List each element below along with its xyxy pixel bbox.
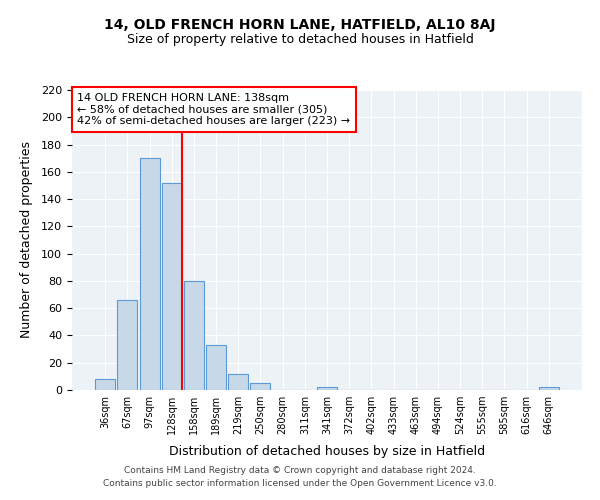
Bar bbox=[95, 379, 115, 390]
Bar bbox=[118, 300, 137, 390]
Bar bbox=[162, 182, 182, 390]
X-axis label: Distribution of detached houses by size in Hatfield: Distribution of detached houses by size … bbox=[169, 446, 485, 458]
Bar bbox=[206, 345, 226, 390]
Text: Contains HM Land Registry data © Crown copyright and database right 2024.
Contai: Contains HM Land Registry data © Crown c… bbox=[103, 466, 497, 487]
Bar bbox=[140, 158, 160, 390]
Bar bbox=[317, 388, 337, 390]
Text: Size of property relative to detached houses in Hatfield: Size of property relative to detached ho… bbox=[127, 32, 473, 46]
Bar bbox=[184, 281, 204, 390]
Bar bbox=[250, 383, 271, 390]
Bar bbox=[228, 374, 248, 390]
Text: 14, OLD FRENCH HORN LANE, HATFIELD, AL10 8AJ: 14, OLD FRENCH HORN LANE, HATFIELD, AL10… bbox=[104, 18, 496, 32]
Bar bbox=[539, 388, 559, 390]
Y-axis label: Number of detached properties: Number of detached properties bbox=[20, 142, 32, 338]
Text: 14 OLD FRENCH HORN LANE: 138sqm
← 58% of detached houses are smaller (305)
42% o: 14 OLD FRENCH HORN LANE: 138sqm ← 58% of… bbox=[77, 93, 350, 126]
